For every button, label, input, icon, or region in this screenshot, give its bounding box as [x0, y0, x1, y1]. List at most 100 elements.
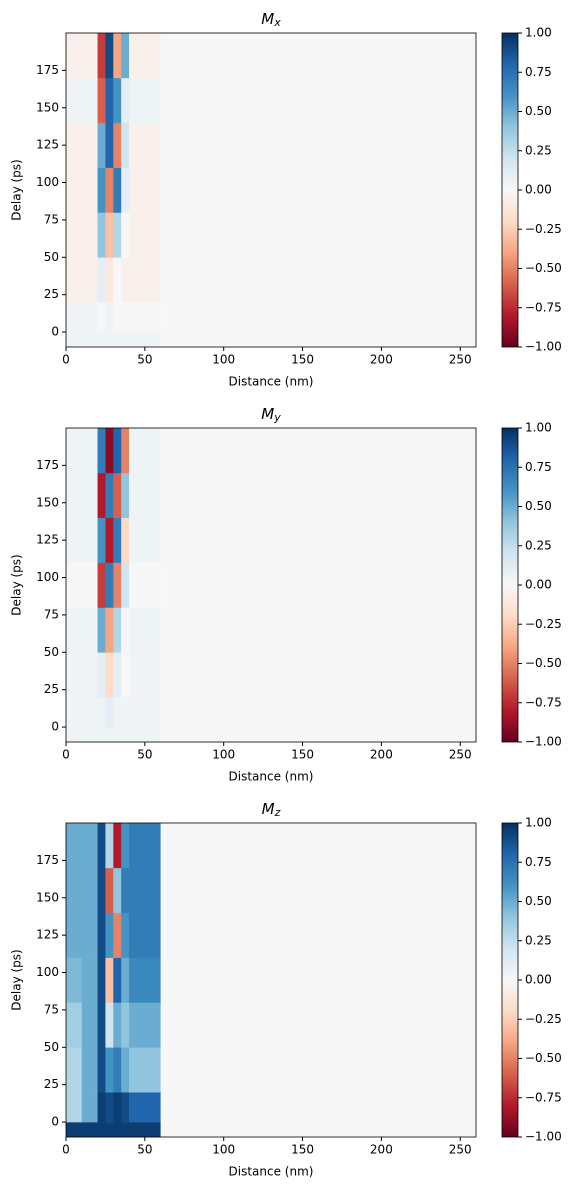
heatmap-cell [121, 428, 130, 474]
y-tick-label: 25 [44, 287, 59, 301]
heatmap-cell [105, 212, 114, 258]
heatmap-cell [66, 302, 83, 333]
heatmap-cell [113, 727, 122, 743]
colorbar-tick-label: −1.00 [525, 1130, 562, 1144]
heatmap-cell [160, 727, 477, 743]
y-tick-label: 175 [36, 853, 59, 867]
heatmap-cell [97, 472, 106, 519]
heatmap-cell [105, 697, 114, 728]
title-subscript: z [274, 806, 281, 819]
heatmap-cell [113, 302, 122, 333]
heatmap-cell [160, 1002, 477, 1048]
x-tick-label: 0 [62, 748, 70, 762]
heatmap-cell [81, 332, 98, 348]
heatmap-cell [97, 912, 106, 958]
heatmap-cell [113, 517, 122, 563]
heatmap-cell [105, 257, 114, 303]
heatmap-cell [160, 867, 477, 914]
heatmap-cell [97, 302, 106, 333]
heatmap-cell [129, 1047, 161, 1093]
heatmap-cell [121, 332, 130, 348]
heatmap-cell [105, 472, 114, 519]
heatmap-cell [129, 428, 161, 474]
heatmap-cell [105, 562, 114, 608]
heatmap-cell [81, 77, 98, 124]
heatmap-cell [129, 697, 161, 728]
colorbar [501, 32, 519, 348]
colorbar-tick-label: −0.75 [525, 1090, 562, 1104]
heatmap-cell [113, 1002, 122, 1048]
colorbar-tick-label: 0.00 [525, 578, 552, 592]
x-tick-label: 50 [137, 748, 152, 762]
heatmap-cell [129, 122, 161, 168]
heatmap-cell [129, 33, 161, 79]
heatmap-cell [97, 957, 106, 1003]
heatmap-cell [105, 823, 114, 869]
heatmap-cell [81, 823, 98, 869]
heatmap-cell [81, 652, 98, 698]
heatmap-cell [129, 912, 161, 958]
heatmap-cell [97, 652, 106, 698]
y-tick-label: 50 [44, 1040, 59, 1054]
heatmap-cell [113, 33, 122, 79]
x-tick-label: 200 [370, 353, 393, 367]
heatmap-cell [160, 607, 477, 653]
y-tick-label: 175 [36, 458, 59, 472]
x-axis-label: Distance (nm) [229, 1165, 314, 1179]
y-tick-label: 125 [36, 928, 59, 942]
y-tick-label: 0 [51, 720, 59, 734]
x-tick-label: 250 [449, 1143, 472, 1157]
y-tick-label: 150 [36, 890, 59, 904]
y-tick-label: 125 [36, 138, 59, 152]
heatmap-cell [105, 912, 114, 958]
heatmap-cell [129, 562, 161, 608]
heatmap-cell [66, 33, 83, 79]
heatmap-cell [66, 867, 83, 914]
x-tick-label: 150 [291, 353, 314, 367]
colorbar-tick-label: −0.50 [525, 261, 562, 275]
heatmap-cell [113, 77, 122, 124]
heatmap-cell [105, 957, 114, 1003]
heatmap-cell [160, 1092, 477, 1123]
heatmap-cell [97, 1047, 106, 1093]
colorbar [501, 822, 519, 1138]
heatmap-cell [113, 257, 122, 303]
heatmap-cell [81, 697, 98, 728]
heatmap-cell [81, 912, 98, 958]
heatmap-cell [121, 257, 130, 303]
heatmap-cell [121, 1092, 130, 1123]
heatmap-cell [121, 957, 130, 1003]
x-tick-label: 200 [370, 748, 393, 762]
heatmap-cell [121, 607, 130, 653]
colorbar-tick-label: −0.50 [525, 1051, 562, 1065]
colorbar-tick-label: 1.00 [525, 816, 552, 830]
subplot: 0 50 100 150 200 250 0 25 50 75 100 125 150 175 Mz Dist… [10, 800, 562, 1179]
heatmap-cell [160, 652, 477, 698]
heatmap-cell [81, 562, 98, 608]
heatmap-cell [113, 823, 122, 869]
colorbar-tick-label: −0.25 [525, 222, 562, 236]
heatmap-cell [121, 823, 130, 869]
heatmap-cell [129, 823, 161, 869]
heatmap-cell [121, 302, 130, 333]
heatmap-cell [97, 607, 106, 653]
heatmap-cell [66, 122, 83, 168]
heatmap-cell [160, 167, 477, 213]
heatmap-cell [113, 122, 122, 168]
title-main: M [261, 10, 274, 28]
heatmap-cell [129, 727, 161, 743]
heatmap-cell [121, 517, 130, 563]
heatmap-cell [97, 332, 106, 348]
heatmap-cell [81, 727, 98, 743]
axes-frame [65, 427, 477, 743]
heatmap-cell [97, 257, 106, 303]
heatmap-cell [97, 77, 106, 124]
heatmap-cell [66, 77, 83, 124]
heatmap-cell [97, 212, 106, 258]
heatmap-cell [105, 122, 114, 168]
heatmap-cell [160, 517, 477, 563]
colorbar-tick-label: 1.00 [525, 421, 552, 435]
heatmap-cell [113, 1092, 122, 1123]
colorbar-tick-label: −1.00 [525, 340, 562, 354]
y-tick-label: 0 [51, 1115, 59, 1129]
